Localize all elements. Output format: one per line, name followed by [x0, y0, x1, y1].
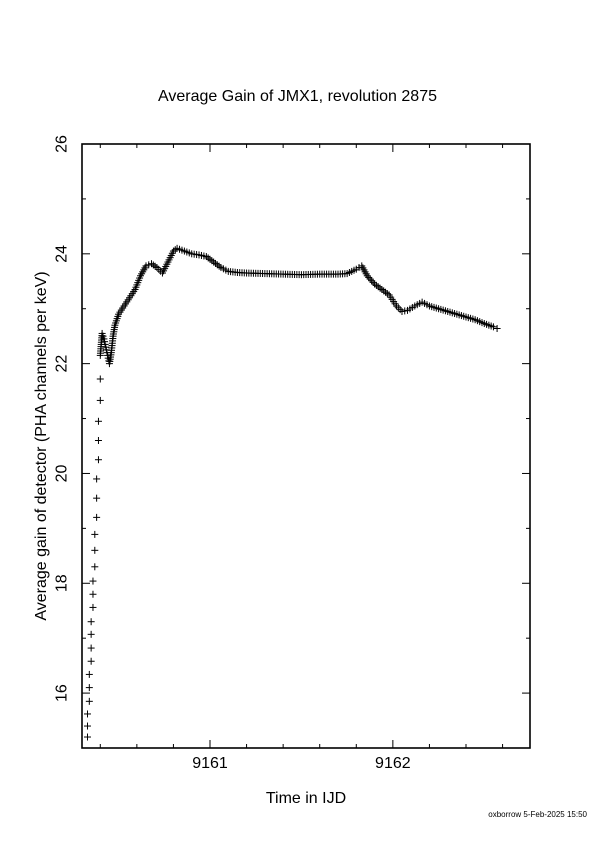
data-point	[87, 618, 95, 626]
data-point	[489, 323, 497, 331]
y-axis-label: Average gain of detector (PHA channels p…	[33, 271, 50, 621]
y-tick-label: 20	[54, 464, 71, 482]
data-point	[169, 247, 177, 255]
data-point	[366, 275, 374, 283]
data-point	[371, 280, 379, 288]
data-point	[211, 259, 219, 267]
data-point	[206, 255, 214, 263]
data-point	[215, 262, 223, 270]
data-point	[365, 273, 373, 281]
plot-frame	[81, 143, 531, 749]
data-point	[368, 277, 376, 285]
data-point	[83, 710, 91, 718]
data-point	[363, 272, 371, 280]
data-point	[147, 260, 155, 268]
data-point	[87, 644, 95, 652]
y-tick-label: 22	[54, 355, 71, 373]
data-point	[394, 304, 402, 312]
x-tick-label: 9162	[375, 755, 411, 772]
data-point	[83, 722, 91, 730]
data-point	[378, 286, 386, 294]
data-point	[91, 563, 99, 571]
data-point	[151, 262, 159, 270]
data-point	[89, 603, 97, 611]
data-point	[382, 288, 390, 296]
axis-ticks	[82, 143, 530, 749]
x-axis-label: Time in IJD	[265, 790, 347, 807]
data-point	[94, 437, 102, 445]
data-point	[94, 417, 102, 425]
data-point	[85, 697, 93, 705]
data-point	[93, 475, 101, 483]
data-point	[153, 264, 161, 272]
axis-tick-labels: 16 18 20 22 24 26 9161 9162	[54, 135, 411, 772]
data-point	[93, 513, 101, 521]
data-point	[96, 396, 104, 404]
y-tick-label: 16	[54, 684, 71, 702]
data-point	[393, 302, 401, 310]
data-point	[89, 590, 97, 598]
x-tick-label: 9161	[192, 755, 228, 772]
data-point	[213, 261, 221, 269]
data-point	[383, 290, 391, 298]
data-point	[96, 375, 104, 383]
data-point	[93, 494, 101, 502]
y-tick-label: 24	[54, 245, 71, 263]
data-point	[376, 284, 384, 292]
footer-stamp: oxborrow 5-Feb-2025 15:50	[488, 810, 587, 819]
data-point	[369, 278, 377, 286]
data-point	[149, 261, 157, 269]
data-point	[372, 281, 380, 289]
data-point	[89, 577, 97, 585]
data-point	[91, 546, 99, 554]
y-tick-label: 18	[54, 574, 71, 592]
data-point	[85, 670, 93, 678]
data-point	[396, 306, 404, 314]
data-point	[202, 253, 210, 261]
data-point	[204, 254, 212, 262]
chart-title: Average Gain of JMX1, revolution 2875	[158, 88, 437, 105]
data-point	[493, 324, 501, 332]
data-point	[380, 287, 388, 295]
data-point	[87, 657, 95, 665]
data-point	[85, 684, 93, 692]
data-points	[83, 244, 501, 741]
data-point	[374, 283, 382, 291]
data-point	[208, 257, 216, 265]
data-point	[87, 630, 95, 638]
data-point	[155, 265, 163, 273]
data-point	[83, 733, 91, 741]
data-point	[210, 258, 218, 266]
data-point	[91, 530, 99, 538]
data-point	[94, 456, 102, 464]
y-tick-label: 26	[54, 135, 71, 153]
